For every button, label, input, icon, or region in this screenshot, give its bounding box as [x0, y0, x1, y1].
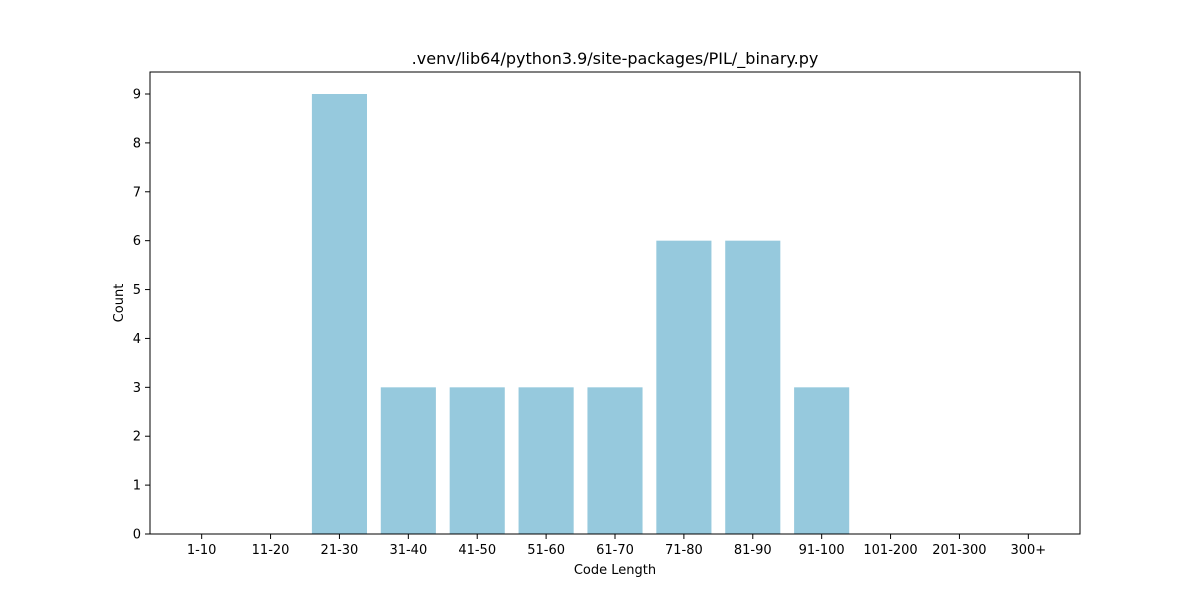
y-axis: 0 1 2 3 4 5 6 7 8 9 — [133, 88, 150, 543]
y-tick-label: 0 — [133, 528, 141, 543]
x-tick-label: 101-200 — [863, 543, 917, 558]
x-tick-label: 31-40 — [389, 543, 427, 558]
bar-81-90 — [725, 240, 781, 535]
x-tick-label: 51-60 — [527, 543, 565, 558]
x-tick-label: 1-10 — [187, 543, 217, 558]
y-axis-label: Count — [112, 284, 127, 323]
bar-61-70 — [587, 387, 643, 534]
x-tick-label: 71-80 — [665, 543, 703, 558]
x-tick-label: 81-90 — [734, 543, 772, 558]
x-tick-label: 91-100 — [799, 543, 845, 558]
chart-title: .venv/lib64/python3.9/site-packages/PIL/… — [412, 49, 819, 69]
y-tick-label: 5 — [133, 283, 141, 298]
x-axis-label: Code Length — [574, 563, 656, 578]
y-tick-label: 3 — [133, 381, 141, 396]
y-tick-label: 2 — [133, 430, 141, 445]
x-tick-label: 300+ — [1010, 543, 1046, 558]
x-tick-label: 11-20 — [252, 543, 290, 558]
bars-group — [311, 94, 850, 535]
y-tick-label: 1 — [133, 479, 141, 494]
y-tick-label: 4 — [133, 332, 141, 347]
x-tick-label: 21-30 — [321, 543, 359, 558]
bar-31-40 — [380, 387, 436, 534]
x-axis: 1-10 11-20 21-30 31-40 41-50 51-60 61-70 71-80 8… — [187, 534, 1046, 558]
bar-71-80 — [656, 240, 712, 535]
y-tick-label: 6 — [133, 234, 141, 249]
x-tick-label: 201-300 — [932, 543, 986, 558]
x-tick-label: 61-70 — [596, 543, 634, 558]
bar-21-30 — [311, 94, 367, 534]
y-tick-label: 7 — [133, 185, 141, 200]
x-tick-label: 41-50 — [458, 543, 496, 558]
bar-91-100 — [794, 387, 850, 534]
bar-51-60 — [518, 387, 574, 534]
y-tick-label: 8 — [133, 136, 141, 151]
bar-41-50 — [449, 387, 505, 534]
y-tick-label: 9 — [133, 88, 141, 103]
